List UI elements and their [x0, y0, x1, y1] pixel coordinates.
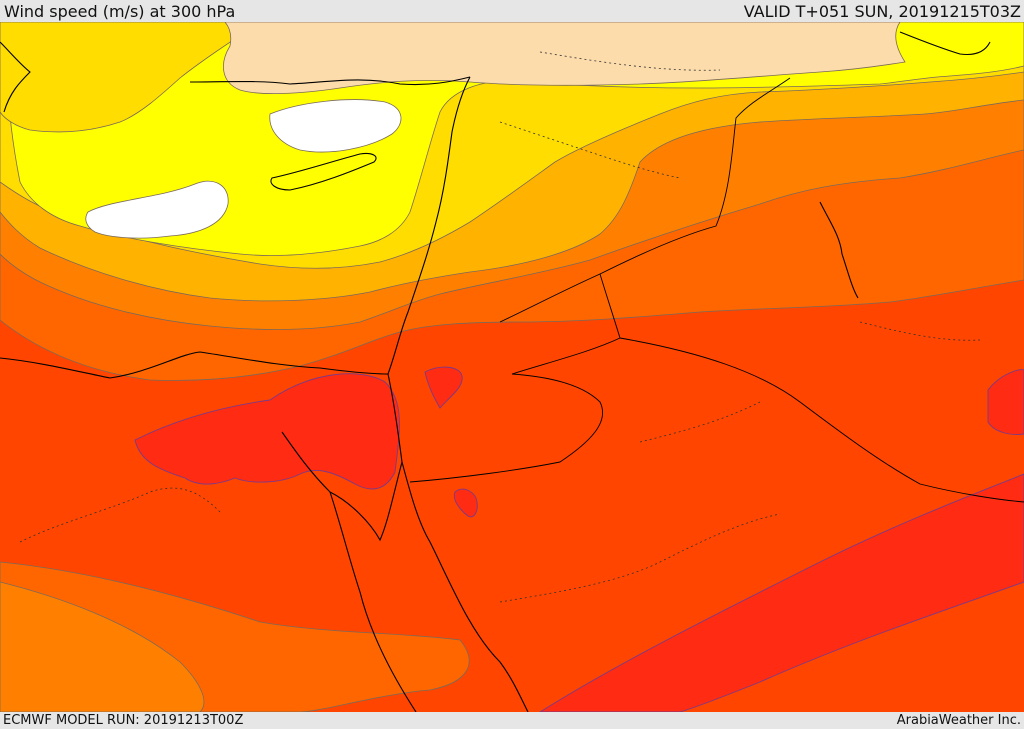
- coastlines: [0, 31, 991, 712]
- band-red-east-cell: [987, 369, 1024, 435]
- brand-label: ArabiaWeather Inc.: [896, 713, 1021, 728]
- band-white-mediterranean: [85, 180, 229, 239]
- band-red-sinai: [134, 373, 400, 490]
- band-red-aqaba: [424, 366, 463, 409]
- coastline-persian-gulf: [819, 201, 859, 299]
- coastline-turkey-south: [189, 76, 471, 86]
- admin-boundaries: [19, 51, 981, 603]
- coastline-caspian: [899, 31, 991, 56]
- band-white-cyprus: [269, 99, 402, 153]
- valid-time: VALID T+051 SUN, 20191215T03Z: [743, 2, 1021, 21]
- coastline-red-sea-east: [401, 461, 529, 712]
- coastline-red-sea-west: [329, 491, 417, 712]
- country-borders: [409, 77, 1024, 503]
- coastline-cyprus: [270, 152, 377, 191]
- coastline-levant: [387, 76, 471, 375]
- band-red-jet: [539, 473, 1024, 712]
- coastline-egypt-north: [0, 351, 389, 379]
- band-orange-southwest: [0, 581, 205, 712]
- model-run-label: ECMWF MODEL RUN: 20191213T00Z: [3, 713, 244, 728]
- band-red-small-cell: [453, 488, 478, 518]
- map-title: Wind speed (m/s) at 300 hPa: [4, 2, 236, 21]
- coastline-gulf-suez: [281, 373, 403, 542]
- wind-speed-map: [0, 22, 1024, 712]
- footer-bar: ECMWF MODEL RUN: 20191213T00Z ArabiaWeat…: [0, 712, 1024, 729]
- header-bar: Wind speed (m/s) at 300 hPa VALID T+051 …: [0, 0, 1024, 22]
- band-gold-northwest: [0, 22, 261, 133]
- coastline-aegean: [0, 41, 31, 113]
